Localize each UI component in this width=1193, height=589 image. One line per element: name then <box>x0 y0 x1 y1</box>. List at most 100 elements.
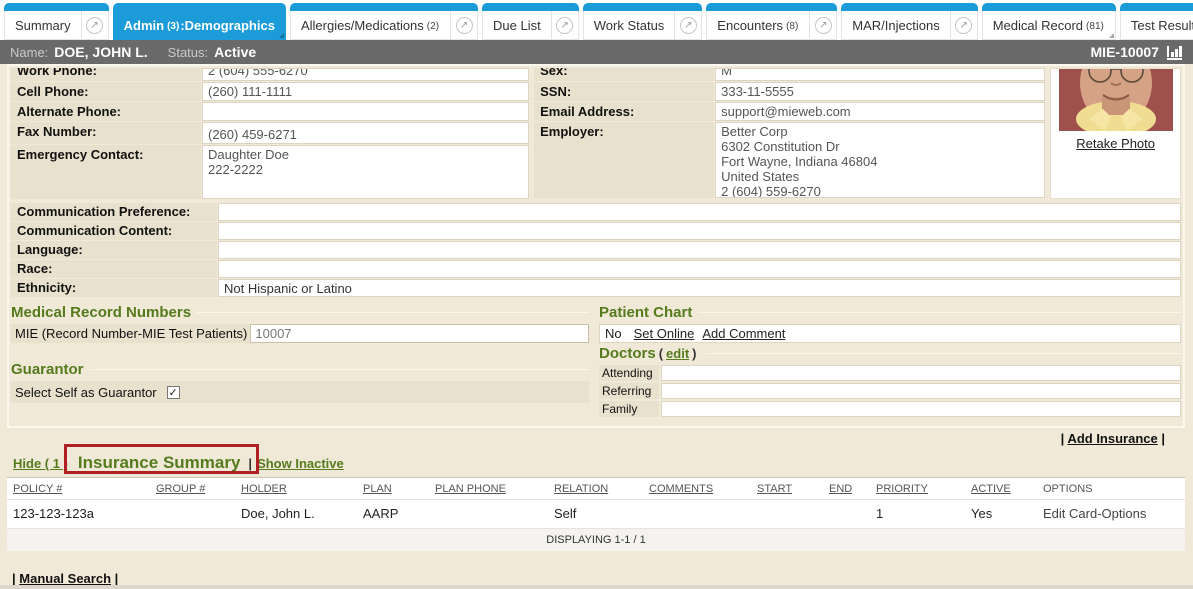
col-group[interactable]: GROUP # <box>150 477 235 500</box>
popout-button[interactable]: ↗ <box>809 11 836 39</box>
popout-button[interactable]: ↗ <box>550 11 578 39</box>
tab-allergies-label[interactable]: Allergies/Medications (2) <box>300 17 440 33</box>
col-relation[interactable]: RELATION <box>548 477 643 500</box>
field-row-communication-preference: Communication Preference: <box>11 203 1181 221</box>
cell-holder: Doe, John L. <box>241 506 315 521</box>
ssn-field[interactable]: 333-11-5555 <box>715 82 1046 101</box>
insurance-table-footer: DISPLAYING 1-1 / 1 <box>7 528 1185 551</box>
field-row-email: Email Address: support@mieweb.com <box>534 102 1046 121</box>
employer-label: Employer: <box>534 122 715 198</box>
col-plan[interactable]: PLAN <box>357 477 429 500</box>
tab-encounters[interactable]: Encounters (8) ↗ <box>706 3 838 40</box>
cell-group <box>150 500 235 529</box>
tab-medical-record-label[interactable]: Medical Record (81) <box>992 17 1104 33</box>
tab-allergies-medications[interactable]: Allergies/Medications (2) ↗ <box>289 3 479 40</box>
col-policy[interactable]: POLICY # <box>7 477 150 500</box>
chart-id-button[interactable]: MIE-10007 <box>1091 44 1183 60</box>
email-field[interactable]: support@mieweb.com <box>715 102 1046 121</box>
manual-search-link[interactable]: Manual Search <box>19 571 112 586</box>
cell-plan-phone <box>429 500 548 529</box>
insurance-summary-header: Hide ( 1 ) Insurance Summary | Show Inac… <box>7 444 1185 477</box>
hide-insurance-link[interactable]: Hide ( 1 ) <box>13 456 68 471</box>
set-online-link[interactable]: Set Online <box>633 326 695 341</box>
employer-field[interactable]: Better Corp 6302 Constitution Dr Fort Wa… <box>715 122 1046 198</box>
patient-status: Active <box>214 44 257 60</box>
add-comment-link[interactable]: Add Comment <box>702 326 786 341</box>
tab-summary-label[interactable]: Summary <box>15 17 71 33</box>
edit-card-options-link[interactable]: Edit Card-Options <box>1043 506 1147 521</box>
cell-comments <box>643 500 751 529</box>
col-end[interactable]: END <box>823 477 870 500</box>
insurance-row[interactable]: 123-123-123a Doe, John L. AARP Self 1 Ye… <box>7 500 1185 529</box>
popout-button[interactable]: ↗ <box>949 11 977 39</box>
tab-due-list-label[interactable]: Due List <box>493 17 541 33</box>
col-active[interactable]: ACTIVE <box>965 477 1037 500</box>
tab-mar-injections[interactable]: MAR/Injections ↗ <box>841 3 978 40</box>
work-phone-field[interactable]: 2 (604) 555-6270 <box>202 68 530 81</box>
popout-icon: ↗ <box>814 16 832 34</box>
popout-icon: ↗ <box>679 16 697 34</box>
tab-encounters-label[interactable]: Encounters (8) <box>717 17 799 33</box>
cell-plan: AARP <box>363 506 399 521</box>
popout-button[interactable]: ↗ <box>450 11 477 39</box>
communication-preference-field[interactable] <box>218 203 1181 221</box>
doctors-edit-link[interactable]: edit <box>666 346 690 361</box>
mrn-input[interactable]: 10007 <box>250 324 589 343</box>
tab-top-strip <box>4 3 109 11</box>
col-comments[interactable]: COMMENTS <box>643 477 751 500</box>
communication-content-field[interactable] <box>218 222 1181 240</box>
cell-phone-label: Cell Phone: <box>11 82 201 101</box>
doctors-heading: Doctors ( edit ) <box>599 345 1181 362</box>
demographics-page: Work Phone: 2 (604) 555-6270 Cell Phone:… <box>0 64 1193 586</box>
ssn-label: SSN: <box>534 82 715 101</box>
col-priority[interactable]: PRIORITY <box>870 477 965 500</box>
tab-summary[interactable]: Summary ↗ <box>4 3 109 40</box>
doctor-row-attending: Attending <box>599 365 1181 381</box>
alternate-phone-label: Alternate Phone: <box>11 102 201 121</box>
field-row-ethnicity: Ethnicity: Not Hispanic or Latino <box>11 279 1181 297</box>
popout-icon: ↗ <box>955 16 973 34</box>
language-label: Language: <box>11 241 217 259</box>
col-plan-phone[interactable]: PLAN PHONE <box>429 477 548 500</box>
emergency-contact-field[interactable]: Daughter Doe 222-2222 <box>202 145 530 199</box>
cell-phone-field[interactable]: (260) 111-1111 <box>202 82 530 101</box>
chart-id: MIE-10007 <box>1090 44 1159 60</box>
fax-number-field[interactable]: (260) 459-6271 <box>202 122 530 144</box>
self-guarantor-label: Select Self as Guarantor <box>15 384 157 400</box>
tab-medical-record[interactable]: Medical Record (81) <box>981 3 1116 40</box>
tab-test-results[interactable]: Test Results <box>1119 3 1193 40</box>
add-insurance-link[interactable]: Add Insurance <box>1067 431 1158 446</box>
race-field[interactable] <box>218 260 1181 278</box>
guarantor-heading: Guarantor <box>11 361 589 378</box>
tab-admin-demographics[interactable]: Admin (3):Demographics <box>112 3 286 40</box>
bottom-divider <box>0 585 1193 589</box>
name-label: Name: <box>10 44 49 60</box>
tab-top-strip <box>1119 3 1193 11</box>
alternate-phone-field[interactable] <box>202 102 530 121</box>
retake-photo-link[interactable]: Retake Photo <box>1076 136 1156 151</box>
sex-field[interactable]: M <box>715 68 1046 81</box>
tab-work-status[interactable]: Work Status ↗ <box>582 3 703 40</box>
tab-test-results-label[interactable]: Test Results <box>1130 17 1193 33</box>
mrn-row: MIE (Record Number-MIE Test Patients) 10… <box>11 324 589 343</box>
attending-field[interactable] <box>661 365 1181 381</box>
referring-field[interactable] <box>661 383 1181 399</box>
col-start[interactable]: START <box>751 477 823 500</box>
field-row-communication-content: Communication Content: <box>11 222 1181 240</box>
family-field[interactable] <box>661 401 1181 417</box>
show-inactive-link[interactable]: Show Inactive <box>257 456 344 471</box>
language-field[interactable] <box>218 241 1181 259</box>
tab-mar-label[interactable]: MAR/Injections <box>852 17 940 33</box>
patient-chart-heading: Patient Chart <box>599 304 1181 321</box>
popout-button[interactable]: ↗ <box>80 11 108 39</box>
tab-work-status-label[interactable]: Work Status <box>593 17 665 33</box>
self-guarantor-checkbox[interactable]: ✓ <box>166 385 180 399</box>
col-holder[interactable]: HOLDER <box>235 477 357 500</box>
ethnicity-field[interactable]: Not Hispanic or Latino <box>218 279 1181 297</box>
tab-due-list[interactable]: Due List ↗ <box>482 3 579 40</box>
family-label: Family <box>599 401 659 417</box>
field-row-fax-number: Fax Number: (260) 459-6271 <box>11 122 530 144</box>
tab-admin-label[interactable]: Admin (3):Demographics <box>123 17 275 33</box>
popout-button[interactable]: ↗ <box>674 11 701 39</box>
guarantor-row: Select Self as Guarantor ✓ <box>11 381 589 403</box>
